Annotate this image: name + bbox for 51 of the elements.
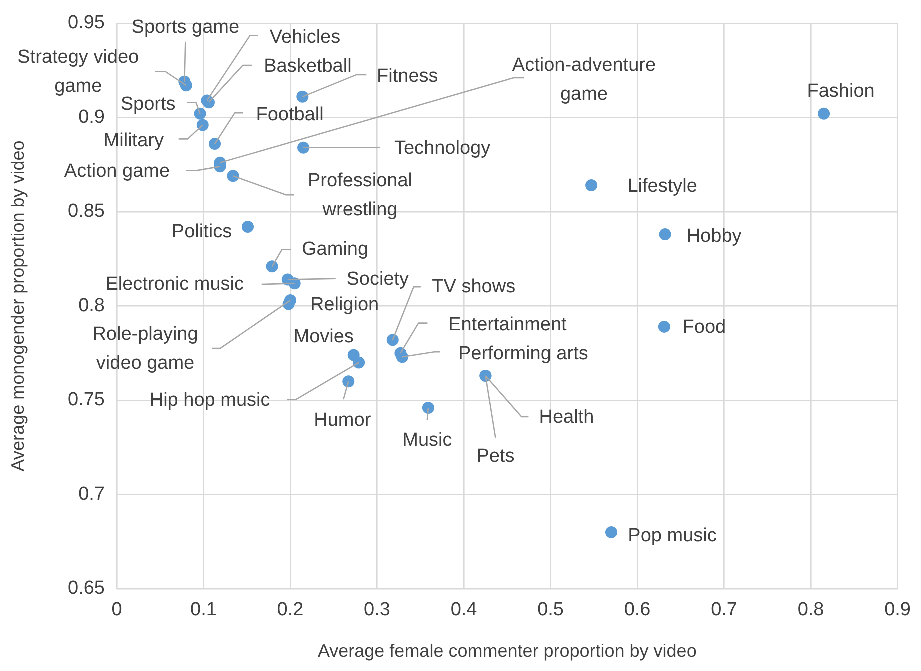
annotation: Hip hop music — [150, 390, 270, 411]
annotation: Humor — [314, 410, 372, 431]
annotation: Movies — [294, 326, 354, 348]
annotation: Action game — [64, 160, 170, 182]
x-tick-label: 0.2 — [277, 600, 304, 621]
annotation: Fashion — [807, 81, 875, 102]
x-tick-label: 0.5 — [538, 600, 564, 621]
annotation: Entertainment — [448, 314, 568, 336]
annotation: Technology — [394, 138, 492, 160]
annotation: Strategy video game — [18, 46, 140, 97]
x-tick-label: 0.3 — [364, 600, 390, 621]
annotation: Lifestyle — [628, 176, 698, 197]
x-tick-label: 0.9 — [884, 600, 912, 621]
x-tick-label: 0.1 — [190, 600, 217, 621]
x-tick-label: 0.4 — [450, 600, 478, 621]
annotation: Health — [539, 407, 594, 428]
annotation: Pop music — [628, 526, 717, 547]
x-tick-label: 0 — [112, 600, 122, 621]
annotation: Basketball — [264, 56, 352, 77]
annotation: Fitness — [377, 66, 438, 88]
y-tick-label: 0.95 — [68, 12, 105, 34]
annotation: Vehicles — [270, 26, 341, 48]
annotation: TV shows — [432, 276, 516, 298]
annotation: Sports — [120, 94, 176, 116]
annotation: Gaming — [302, 238, 369, 260]
annotation: Role-playing video game — [92, 324, 198, 374]
annotation: Society — [346, 269, 410, 290]
y-tick-label: 0.75 — [68, 390, 105, 411]
annotation: Military — [104, 130, 164, 152]
annotation: Food — [682, 317, 726, 338]
y-tick-label: 0.65 — [68, 578, 105, 600]
annotation: Performing arts — [458, 343, 588, 364]
annotation: Electronic music — [106, 274, 244, 295]
annotation: Sports game — [132, 17, 240, 38]
x-axis-title: Average female commenter proportion by video — [318, 641, 697, 662]
x-tick-label: 0.7 — [711, 600, 738, 621]
annotation: Religion — [310, 294, 380, 316]
y-tick-label: 0.7 — [78, 484, 105, 505]
annotation: Action-adventure game — [512, 55, 656, 106]
annotation: Professional wrestling — [308, 170, 413, 220]
annotation: Hobby — [686, 226, 742, 247]
y-tick-label: 0.9 — [78, 106, 105, 128]
annotation: Politics — [172, 221, 232, 242]
annotation: Football — [256, 104, 324, 126]
x-tick-label: 0.6 — [624, 600, 651, 621]
y-axis-title: Average monogender proportion by video — [8, 140, 28, 472]
y-tick-label: 0.8 — [78, 295, 105, 316]
y-tick-label: 0.85 — [68, 201, 105, 222]
annotation: Music — [402, 430, 452, 452]
annotation: Pets — [476, 446, 515, 468]
x-tick-label: 0.8 — [798, 600, 824, 621]
